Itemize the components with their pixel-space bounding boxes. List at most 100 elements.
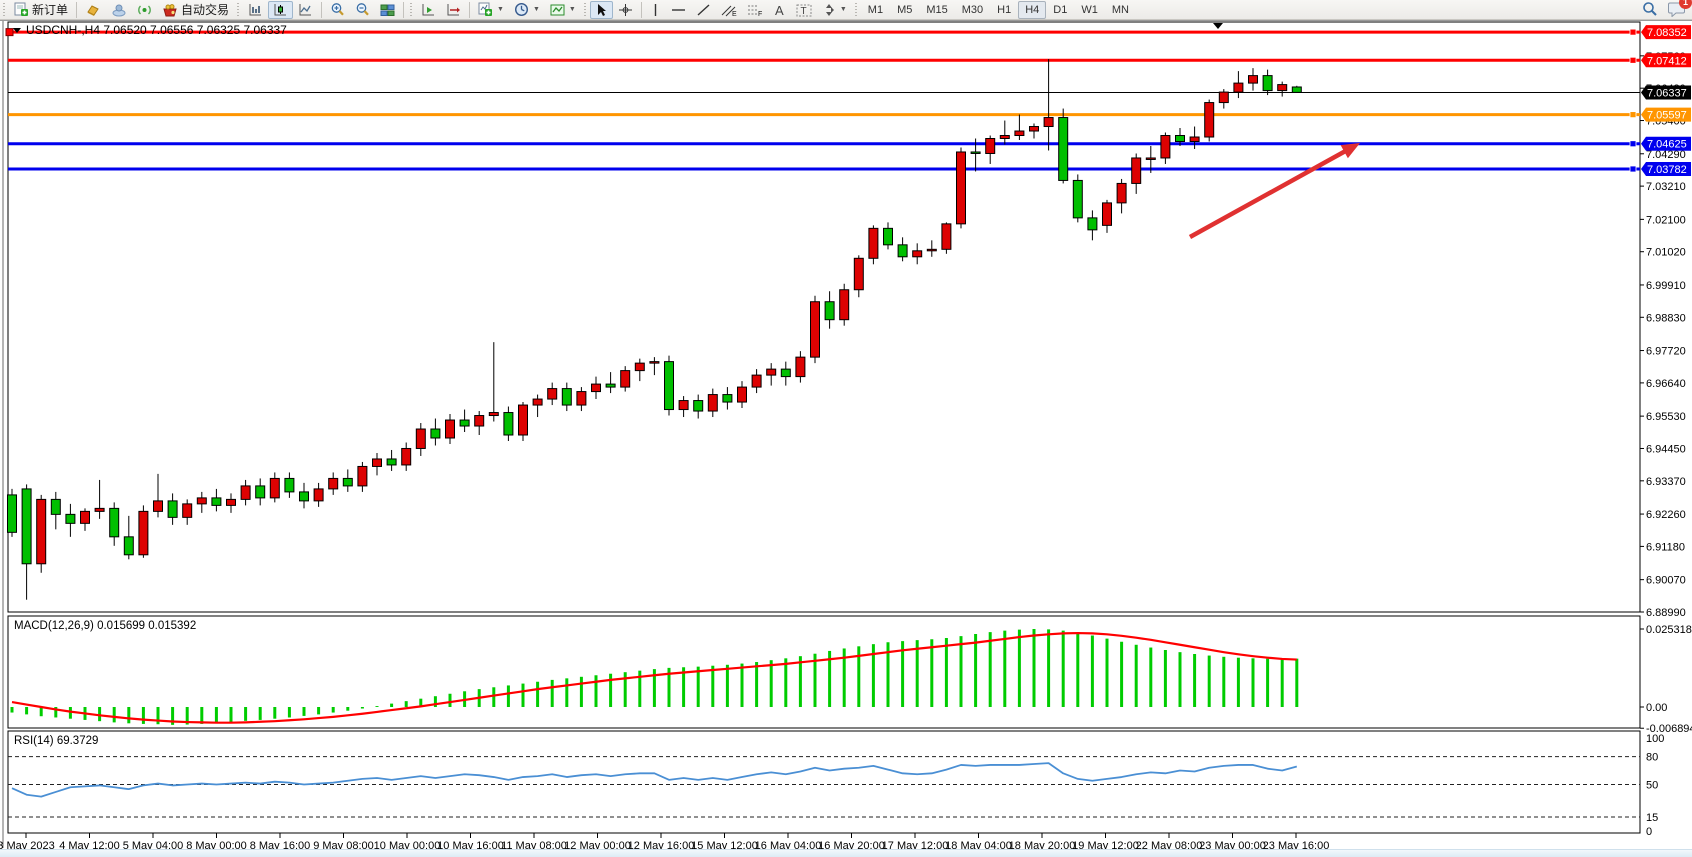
timeframe-h1[interactable]: H1 [997,3,1012,16]
chart-shift-marker[interactable] [1213,23,1223,29]
new-order-button[interactable]: 新订单 [9,1,73,19]
svg-text:A: A [775,3,784,17]
chart-shift-button[interactable] [416,1,441,19]
chat-icon[interactable]: 1 [1668,0,1692,20]
macd-panel [7,615,1641,729]
line-handle[interactable] [5,28,14,37]
svg-text:7.03210: 7.03210 [1646,181,1686,193]
vertical-line-button[interactable] [645,1,666,19]
timeframe-m15[interactable]: M15 [926,3,948,16]
svg-text:7.04625: 7.04625 [1647,139,1687,151]
zoom-out-button[interactable] [350,1,375,19]
timeframe-d1[interactable]: D1 [1053,3,1068,16]
search-icon[interactable] [1642,1,1658,20]
candle [853,257,864,291]
candle [123,536,134,556]
toolbar-grip [2,2,7,17]
timeframe-mn[interactable]: MN [1111,3,1129,16]
chevron-down-icon[interactable]: ▼ [497,6,504,13]
line-handle[interactable] [1629,111,1637,119]
svg-text:0.025318: 0.025318 [1646,624,1692,636]
rsi-label: RSI(14) 69.3729 [14,735,98,747]
candle [386,458,397,466]
chevron-down-icon[interactable]: ▼ [568,6,576,13]
candle [1072,179,1083,219]
bar-chart-icon [248,3,263,17]
text-button[interactable]: A [768,1,791,19]
gold-button[interactable] [80,1,106,19]
rsi-line [11,762,1298,798]
price-tag [1641,25,1691,40]
candle [576,391,587,406]
rsi-panel [7,730,1641,834]
zoom-out-icon [355,2,370,17]
candle [810,301,820,358]
trend-arrow-annotation[interactable] [1188,143,1360,239]
candle [780,368,791,378]
autotrading-button[interactable]: 自动交易 [157,1,234,19]
candle [956,151,966,225]
new-chart-icon [478,2,493,17]
autotrading-button-label: 自动交易 [181,3,230,17]
toolbar-grip [409,2,415,17]
candle [883,227,893,246]
timeframe-h4[interactable]: H4 [1018,0,1047,19]
trendline-button[interactable] [691,1,716,19]
community-button[interactable] [106,1,132,19]
toolbar-right: 1 [1642,0,1692,20]
price-axis: 7.075607.064807.054007.042907.032107.021… [1640,51,1686,619]
text-label-button[interactable]: T [791,1,817,19]
candle [766,368,777,376]
line-handle[interactable] [1629,140,1637,148]
candle [1233,82,1244,93]
timeframe-m5[interactable]: M5 [897,3,913,16]
zoom-in-button[interactable] [325,1,350,19]
chevron-down-icon[interactable]: ▼ [839,6,847,13]
horizontal-line-button[interactable] [666,1,691,19]
svg-text:6.88990: 6.88990 [1646,607,1686,619]
timeframe-w1[interactable]: W1 [1081,3,1098,16]
indicators-button[interactable]: ▼ [545,1,581,19]
timeframe-m1[interactable]: M1 [867,3,884,16]
candle [707,394,718,412]
chevron-down-icon[interactable]: ▼ [532,6,540,13]
timeframe-m30[interactable]: M30 [961,3,984,16]
candle [474,415,485,427]
price-tag [1641,53,1691,68]
candle [985,138,996,154]
toolbar-separator [321,1,323,18]
fibonacci-button[interactable]: F [742,1,768,19]
chart-window: 7.075607.064807.054007.042907.032107.021… [0,20,1692,852]
signals-button[interactable] [132,1,157,19]
chart-menu-marker[interactable] [13,28,21,33]
crosshair-button[interactable] [613,1,638,19]
channel-button[interactable]: E [716,1,742,19]
line-handle[interactable] [1629,56,1637,64]
candle [722,394,733,403]
svg-text:50: 50 [1646,779,1658,791]
candle [299,491,309,502]
candle [737,386,747,403]
price-tags: 7.08352 7.07412 7.05597 7.04625 7.03782 7.063… [1641,25,1691,176]
candle [372,458,382,467]
horizontal-level-lines[interactable] [5,28,1640,173]
auto-scroll-button[interactable] [441,1,466,19]
new-chart-button[interactable]: ▼ [473,1,509,19]
toolbar-grip [853,2,859,17]
chart-canvas: 7.075607.064807.054007.042907.032107.021… [0,20,1692,852]
cursor-button[interactable] [589,0,613,19]
line-chart-button[interactable] [293,1,318,19]
clock-icon [514,2,529,17]
periods-button[interactable]: ▼ [509,1,545,19]
candle [167,500,178,518]
bar-chart-button[interactable] [243,1,268,19]
svg-text:7.02100: 7.02100 [1646,214,1686,226]
candle [109,507,120,538]
line-handle[interactable] [1629,165,1637,173]
toolbar-grip [582,2,588,17]
arrows-button[interactable]: ▼ [817,1,852,19]
tile-windows-button[interactable] [375,1,400,19]
line-handle[interactable] [1629,28,1637,36]
candlestick-chart-button[interactable] [268,0,294,19]
candle [1116,182,1127,204]
